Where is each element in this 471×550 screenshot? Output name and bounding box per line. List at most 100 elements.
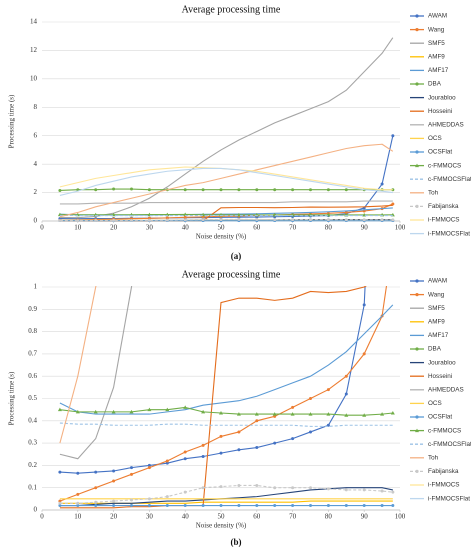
y-tick-label: 6	[34, 131, 38, 139]
series-line	[59, 218, 393, 222]
data-point	[362, 488, 366, 492]
y-tick-label: 0	[34, 506, 38, 514]
data-point	[380, 489, 384, 493]
data-point	[94, 219, 98, 222]
legend-label: Wang	[428, 291, 445, 298]
chart-title: Average processing time	[182, 4, 281, 15]
data-point	[309, 430, 312, 434]
data-point	[147, 463, 151, 467]
data-point	[112, 469, 116, 473]
data-point	[309, 18, 312, 21]
data-point	[255, 188, 259, 192]
data-point	[362, 504, 366, 508]
series-layer	[57, 37, 395, 222]
data-point	[183, 450, 187, 454]
data-point	[130, 187, 133, 191]
data-point	[76, 504, 80, 508]
y-axis-label: Processing time (s)	[8, 94, 16, 148]
x-tick-label: 50	[218, 224, 226, 232]
y-tick-label: 2	[34, 188, 38, 196]
data-point	[362, 303, 366, 307]
legend-marker	[415, 347, 419, 351]
data-point	[58, 29, 61, 32]
legend-marker	[415, 469, 419, 473]
data-point	[291, 18, 294, 21]
data-point	[94, 500, 98, 504]
data-point	[272, 412, 277, 416]
data-point	[344, 374, 348, 378]
data-point	[237, 188, 241, 192]
data-point	[291, 486, 295, 490]
caption: (a)	[231, 251, 242, 261]
x-tick-label: 90	[361, 224, 369, 232]
data-point	[273, 486, 277, 490]
series-line	[59, 487, 393, 507]
data-point	[391, 134, 395, 138]
data-point	[309, 188, 312, 192]
data-point	[183, 218, 187, 222]
x-tick-label: 20	[110, 513, 118, 521]
data-point	[130, 498, 133, 502]
x-axis-label: Noise density (%)	[196, 233, 247, 241]
data-point	[219, 188, 223, 192]
x-tick-label: 30	[146, 513, 154, 521]
legend-label: AMF9	[428, 53, 445, 60]
data-point	[219, 485, 223, 489]
data-point	[147, 188, 151, 192]
data-point	[236, 412, 241, 416]
y-tick-label: 0.5	[28, 394, 37, 402]
x-tick-label: 10	[74, 224, 82, 232]
y-tick-label: 0.9	[28, 305, 37, 313]
series-line	[59, 304, 394, 415]
data-point	[237, 483, 241, 487]
data-point	[391, 218, 395, 222]
data-point	[344, 218, 348, 222]
data-point	[255, 446, 259, 450]
legend-label: OCSFlat	[428, 414, 452, 421]
series-line	[59, 143, 394, 218]
data-point	[237, 430, 241, 434]
x-tick-label: 0	[40, 513, 44, 521]
legend: AWAM Wang SMF5 AMF9 AMF17 DBA Jourabloo Hossein…	[410, 13, 471, 237]
data-point	[309, 397, 312, 400]
data-point	[147, 407, 152, 412]
data-point	[326, 388, 330, 392]
x-tick-label: 10	[74, 513, 82, 521]
x-tick-label: 0	[40, 224, 44, 232]
x-tick-label: 90	[361, 513, 369, 521]
legend-label: DBA	[428, 81, 442, 88]
data-point	[326, 218, 330, 222]
data-point	[165, 216, 169, 220]
data-point	[183, 504, 187, 508]
data-point	[308, 412, 313, 416]
legend-label: Jourabloo	[428, 359, 456, 366]
data-point	[344, 413, 349, 417]
series-line	[59, 406, 393, 416]
data-point	[58, 504, 62, 508]
data-point	[220, 18, 223, 21]
data-point	[254, 412, 259, 416]
data-point	[326, 188, 330, 192]
data-point	[255, 419, 259, 423]
legend-label: i-FMMOCS	[428, 482, 459, 489]
y-tick-label: 1	[34, 283, 38, 291]
data-point	[147, 218, 151, 222]
data-point	[201, 504, 205, 508]
legend-marker	[415, 82, 419, 86]
x-tick-label: 60	[253, 513, 261, 521]
data-point	[273, 188, 277, 192]
legend-label: SMF5	[428, 305, 445, 312]
x-tick-label: 80	[325, 513, 333, 521]
data-point	[380, 218, 384, 222]
data-point	[309, 486, 312, 490]
data-point	[111, 409, 116, 414]
y-tick-label: 0	[34, 217, 38, 225]
data-point	[255, 217, 259, 221]
legend-label: c-FMMOCSFlat	[428, 441, 471, 448]
legend-marker	[415, 204, 419, 208]
data-point	[165, 504, 169, 508]
data-point	[219, 504, 223, 508]
x-tick-label: 20	[110, 224, 118, 232]
chart: Average processing time 0 2 4 6 8 10 12 14 0 10 20 3…	[8, 4, 471, 261]
caption: (b)	[231, 537, 242, 547]
